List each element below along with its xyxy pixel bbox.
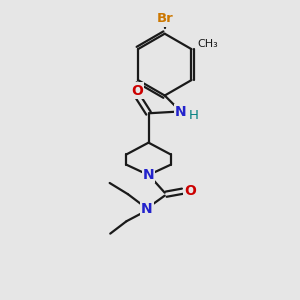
- Text: Br: Br: [156, 13, 173, 26]
- Text: N: N: [175, 105, 187, 119]
- Text: H: H: [189, 109, 199, 122]
- Text: N: N: [143, 168, 154, 182]
- Text: O: O: [184, 184, 196, 198]
- Text: O: O: [131, 83, 143, 98]
- Text: N: N: [141, 202, 153, 216]
- Text: CH₃: CH₃: [197, 39, 218, 49]
